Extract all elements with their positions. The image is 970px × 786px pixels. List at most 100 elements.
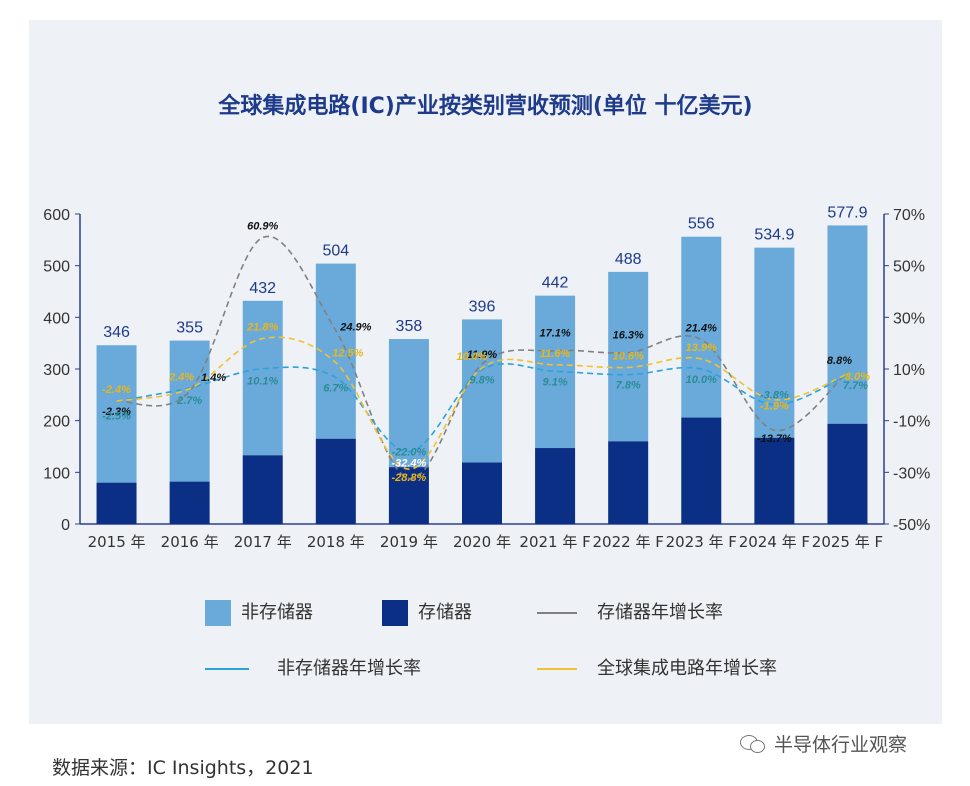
label-total-growth: -2.4% bbox=[102, 384, 131, 396]
y-tick-label: 400 bbox=[43, 310, 70, 327]
x-tick-label: 2018 年 bbox=[307, 533, 365, 551]
bar-total-label: 534.9 bbox=[754, 227, 794, 244]
y-tick-label: 0 bbox=[61, 517, 70, 534]
label-non-memory-growth: 7.8% bbox=[616, 380, 641, 392]
x-tick-label: 2025 年 F bbox=[812, 533, 883, 551]
bar-memory bbox=[169, 481, 210, 524]
bar-total-label: 358 bbox=[396, 318, 423, 335]
x-tick-label: 2015 年 bbox=[88, 533, 146, 551]
y2-tick-label: 50% bbox=[893, 259, 925, 276]
bar-non-memory bbox=[681, 236, 722, 418]
x-tick-label: 2017 年 bbox=[234, 533, 292, 551]
label-non-memory-growth: 7.7% bbox=[843, 380, 868, 392]
bar-total-label: 355 bbox=[176, 320, 203, 337]
legend-line-non-memory-growth bbox=[205, 668, 249, 670]
label-memory-growth: -32.4% bbox=[391, 458, 426, 470]
label-total-growth: 13.9% bbox=[686, 342, 717, 354]
bar-non-memory bbox=[462, 319, 502, 463]
legend-memory-growth: 存储器年增长率 bbox=[537, 598, 723, 624]
legend-swatch-non-memory bbox=[205, 600, 231, 626]
bar-total-label: 504 bbox=[322, 243, 349, 260]
y-tick-label: 100 bbox=[43, 465, 70, 482]
label-non-memory-growth: 9.8% bbox=[469, 375, 494, 387]
x-tick-label: 2016 年 bbox=[161, 533, 219, 551]
y2-tick-label: -10% bbox=[893, 414, 930, 431]
label-non-memory-growth: 10.0% bbox=[686, 374, 717, 386]
y2-tick-label: 10% bbox=[893, 362, 925, 379]
label-total-growth: 8.0% bbox=[845, 371, 870, 383]
label-memory-growth: -13.7% bbox=[757, 433, 792, 445]
y2-tick-label: -50% bbox=[893, 517, 930, 534]
y2-tick-label: 70% bbox=[893, 207, 925, 224]
bar-non-memory bbox=[96, 345, 137, 483]
label-non-memory-growth: 6.7% bbox=[323, 383, 348, 395]
y-tick-label: 600 bbox=[43, 207, 70, 224]
legend-swatch-memory bbox=[382, 600, 408, 626]
bar-memory bbox=[754, 437, 795, 524]
wechat-icon bbox=[740, 733, 766, 755]
source-note: 数据来源：IC Insights，2021 bbox=[52, 757, 314, 779]
x-tick-label: 2019 年 bbox=[380, 533, 438, 551]
y-tick-label: 300 bbox=[43, 362, 70, 379]
bar-memory bbox=[242, 455, 283, 524]
bar-memory bbox=[535, 448, 576, 524]
legend-non-memory: 非存储器 bbox=[205, 598, 313, 626]
bar-memory bbox=[462, 462, 502, 524]
bar-non-memory bbox=[242, 300, 283, 456]
y-tick-label: 200 bbox=[43, 414, 70, 431]
x-tick-label: 2022 年 F bbox=[593, 533, 664, 551]
y-tick-label: 500 bbox=[43, 259, 70, 276]
label-memory-growth: 16.3% bbox=[613, 330, 644, 342]
label-total-growth: 21.8% bbox=[246, 322, 278, 334]
watermark-text: 半导体行业观察 bbox=[774, 734, 908, 756]
label-total-growth: 2.4% bbox=[168, 372, 194, 384]
label-non-memory-growth: 9.1% bbox=[543, 376, 568, 388]
label-non-memory-growth: 2.7% bbox=[176, 395, 202, 407]
label-non-memory-growth: -3.8% bbox=[760, 390, 789, 402]
x-tick-label: 2024 年 F bbox=[739, 533, 810, 551]
bar-total-label: 556 bbox=[688, 216, 715, 233]
legend-label-memory: 存储器 bbox=[418, 602, 472, 623]
bar-non-memory bbox=[608, 271, 649, 442]
y2-tick-label: 30% bbox=[893, 310, 925, 327]
bar-memory bbox=[608, 441, 649, 524]
label-memory-growth: 1.4% bbox=[201, 372, 226, 384]
label-memory-growth: 17.1% bbox=[539, 328, 570, 340]
bar-total-label: 346 bbox=[103, 324, 130, 341]
bar-non-memory bbox=[315, 263, 356, 439]
legend-non-memory-growth: 非存储器年增长率 bbox=[205, 654, 421, 680]
legend-line-memory-growth bbox=[537, 612, 577, 614]
x-tick-label: 2021 年 F bbox=[519, 533, 590, 551]
label-total-growth: -1.9% bbox=[760, 401, 789, 413]
bar-memory bbox=[681, 417, 722, 524]
label-non-memory-growth: -2.5% bbox=[102, 410, 131, 422]
bar-non-memory bbox=[827, 225, 868, 424]
bar-total-label: 396 bbox=[469, 298, 496, 315]
label-total-growth: 10.6% bbox=[613, 350, 644, 362]
bar-non-memory bbox=[754, 247, 795, 438]
bar-memory bbox=[827, 423, 868, 524]
label-total-growth: -28.8% bbox=[391, 472, 426, 484]
bar-total-label: 488 bbox=[615, 251, 642, 268]
legend-label-total-growth: 全球集成电路年增长率 bbox=[597, 658, 777, 679]
legend-total-growth: 全球集成电路年增长率 bbox=[537, 654, 777, 680]
bar-total-label: 442 bbox=[542, 275, 569, 292]
label-non-memory-growth: -22.0% bbox=[391, 447, 426, 459]
watermark: 半导体行业观察 bbox=[740, 730, 907, 757]
bar-non-memory bbox=[169, 340, 210, 482]
chart-title: 全球集成电路(IC)产业按类别营收预测(单位 十亿美元) bbox=[218, 94, 753, 119]
bar-memory bbox=[388, 467, 429, 524]
line-non-memory-growth bbox=[116, 363, 848, 453]
x-tick-label: 2023 年 F bbox=[666, 533, 737, 551]
legend-label-memory-growth: 存储器年增长率 bbox=[597, 602, 723, 623]
label-memory-growth: 24.9% bbox=[339, 322, 371, 334]
label-memory-growth: 11.9% bbox=[467, 349, 498, 361]
label-memory-growth: 21.4% bbox=[685, 323, 717, 335]
legend-label-non-memory-growth: 非存储器年增长率 bbox=[277, 658, 421, 679]
label-total-growth: 11.6% bbox=[540, 348, 571, 360]
y2-tick-label: -30% bbox=[893, 465, 930, 482]
label-total-growth: 10.4% bbox=[456, 351, 487, 363]
label-non-memory-growth: 10.1% bbox=[247, 376, 278, 388]
bar-total-label: 577.9 bbox=[827, 204, 867, 221]
